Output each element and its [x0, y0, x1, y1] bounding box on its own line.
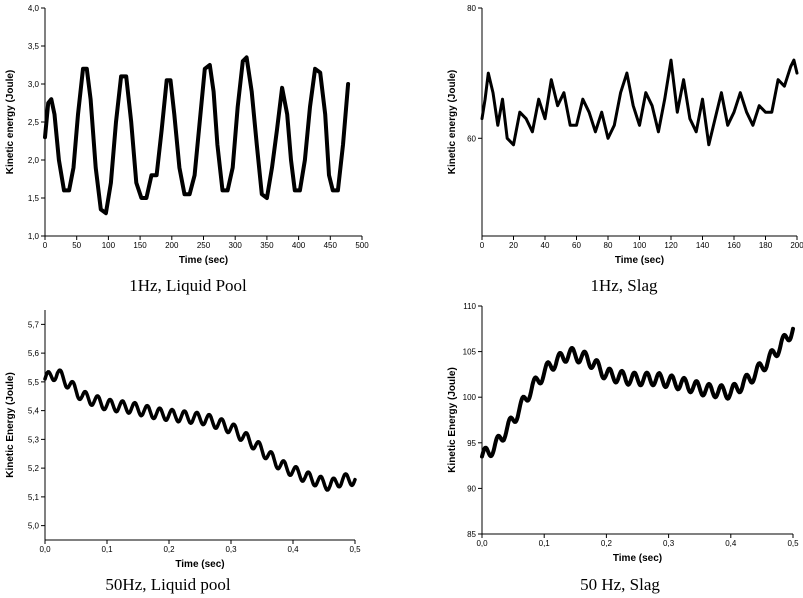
- x-tick-label: 0: [480, 241, 485, 250]
- x-tick-label: 150: [133, 241, 147, 250]
- x-tick-label: 100: [102, 241, 116, 250]
- x-tick-label: 200: [790, 241, 803, 250]
- data-series-line: [43, 55, 351, 216]
- x-tick-label: 250: [197, 241, 211, 250]
- x-tick-label: 0,5: [787, 539, 799, 548]
- y-tick-label: 1,5: [28, 194, 40, 203]
- x-tick-label: 120: [664, 241, 678, 250]
- y-tick-label: 100: [463, 393, 477, 402]
- y-tick-label: 60: [467, 134, 476, 143]
- x-axis-title: Time (sec): [179, 255, 228, 266]
- y-tick-label: 3,0: [28, 80, 40, 89]
- y-tick-label: 80: [467, 4, 476, 13]
- x-tick-label: 0,5: [349, 545, 361, 554]
- y-tick-label: 4,0: [28, 4, 40, 13]
- chart-caption: 50 Hz, Slag: [580, 575, 660, 594]
- data-series-line: [480, 58, 799, 147]
- x-tick-label: 300: [229, 241, 243, 250]
- y-tick-label: 5,0: [28, 522, 40, 531]
- y-axis-title: Kinetic Energy (Joule): [447, 367, 458, 473]
- x-tick-label: 500: [355, 241, 369, 250]
- y-tick-label: 1,0: [28, 232, 40, 241]
- data-series-line: [480, 326, 795, 459]
- y-tick-label: 110: [463, 302, 476, 311]
- y-tick-label: 2,5: [28, 118, 40, 127]
- x-tick-label: 140: [696, 241, 710, 250]
- x-tick-label: 0,0: [476, 539, 488, 548]
- y-axis-title: Kinetic energy (Joule): [5, 70, 16, 174]
- y-tick-label: 2,0: [28, 156, 40, 165]
- x-tick-label: 180: [759, 241, 773, 250]
- x-tick-label: 200: [165, 241, 179, 250]
- x-tick-label: 350: [260, 241, 274, 250]
- chart-panel-1: 0 50 100 150 200 250 300 350 400 450 500 1,0 1,5 2,0 2…: [5, 4, 369, 295]
- x-tick-label: 0,4: [725, 539, 737, 548]
- x-tick-label: 400: [292, 241, 306, 250]
- x-tick-label: 160: [727, 241, 741, 250]
- x-tick-label: 0,3: [663, 539, 675, 548]
- x-tick-label: 0,2: [163, 545, 175, 554]
- x-tick-label: 0,1: [101, 545, 113, 554]
- y-tick-label: 105: [463, 348, 477, 357]
- y-tick-label: 85: [467, 530, 476, 539]
- y-axis-title: Kinetic Energy (Joule): [5, 372, 16, 478]
- y-tick-label: 5,1: [28, 493, 40, 502]
- x-axis-title: Time (sec): [613, 553, 662, 564]
- x-axis-title: Time (sec): [615, 255, 664, 266]
- y-tick-label: 5,4: [28, 407, 40, 416]
- x-axis-title: Time (sec): [175, 559, 224, 570]
- y-tick-label: 5,3: [28, 435, 40, 444]
- y-tick-label: 90: [467, 484, 476, 493]
- x-tick-label: 0,4: [287, 545, 299, 554]
- x-tick-label: 40: [541, 241, 550, 250]
- x-tick-label: 0,2: [601, 539, 613, 548]
- x-tick-label: 0,1: [539, 539, 551, 548]
- x-tick-label: 60: [572, 241, 581, 250]
- x-tick-label: 0,0: [39, 545, 51, 554]
- x-tick-label: 50: [72, 241, 81, 250]
- y-tick-label: 5,7: [28, 320, 40, 329]
- y-tick-label: 95: [467, 439, 476, 448]
- chart-caption: 1Hz, Slag: [590, 276, 658, 295]
- x-tick-label: 0,3: [225, 545, 237, 554]
- x-tick-label: 0: [43, 241, 48, 250]
- x-tick-label: 80: [604, 241, 613, 250]
- x-tick-label: 450: [324, 241, 338, 250]
- y-tick-label: 5,2: [28, 464, 40, 473]
- chart-caption: 1Hz, Liquid Pool: [129, 276, 247, 295]
- chart-caption: 50Hz, Liquid pool: [105, 575, 230, 594]
- chart-panel-4: 0,0 0,1 0,2 0,3 0,4 0,5 85 90 95 100 105 110 Time (s…: [447, 302, 799, 594]
- x-tick-label: 20: [509, 241, 518, 250]
- y-tick-label: 5,6: [28, 349, 40, 358]
- y-tick-label: 3,5: [28, 42, 40, 51]
- data-series-line: [43, 368, 357, 492]
- x-tick-label: 100: [633, 241, 647, 250]
- chart-panel-3: 0,0 0,1 0,2 0,3 0,4 0,5 5,0 5,1 5,2 5,3 5,4 5,5 5,6 5…: [5, 310, 361, 594]
- y-axis-title: Kinetic energy (Joule): [447, 70, 458, 174]
- y-tick-label: 5,5: [28, 378, 40, 387]
